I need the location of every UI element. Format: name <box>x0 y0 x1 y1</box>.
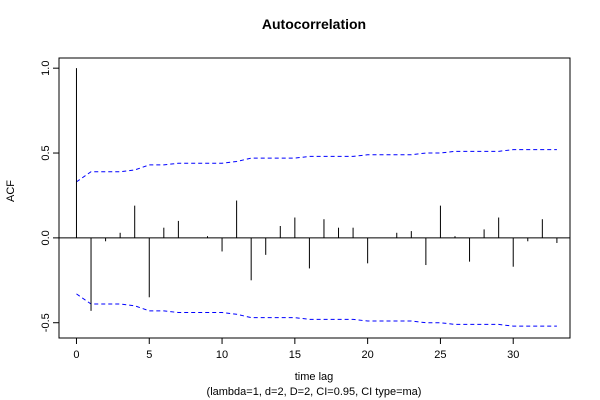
x-tick-label-20: 20 <box>362 349 374 361</box>
x-tick-label-30: 30 <box>507 349 519 361</box>
y-tick-label-3: 1.0 <box>40 61 52 76</box>
x-tick-label-10: 10 <box>216 349 228 361</box>
x-axis-label: time lag <box>295 371 334 383</box>
y-axis-label: ACF <box>5 180 17 202</box>
x-tick-label-5: 5 <box>146 349 152 361</box>
x-tick-label-15: 15 <box>289 349 301 361</box>
y-tick-label-1: 0.0 <box>40 230 52 245</box>
chart-title: Autocorrelation <box>262 16 366 32</box>
y-tick-label-0: -0.5 <box>40 313 52 332</box>
ci-lower-line <box>76 293 557 327</box>
ci-upper-line <box>76 149 557 183</box>
x-tick-label-0: 0 <box>73 349 79 361</box>
y-tick-label-2: 0.5 <box>40 145 52 160</box>
plot-frame <box>58 57 571 339</box>
x-tick-label-25: 25 <box>434 349 446 361</box>
x-axis-subtitle: (lambda=1, d=2, D=2, CI=0.95, CI type=ma… <box>207 386 422 398</box>
